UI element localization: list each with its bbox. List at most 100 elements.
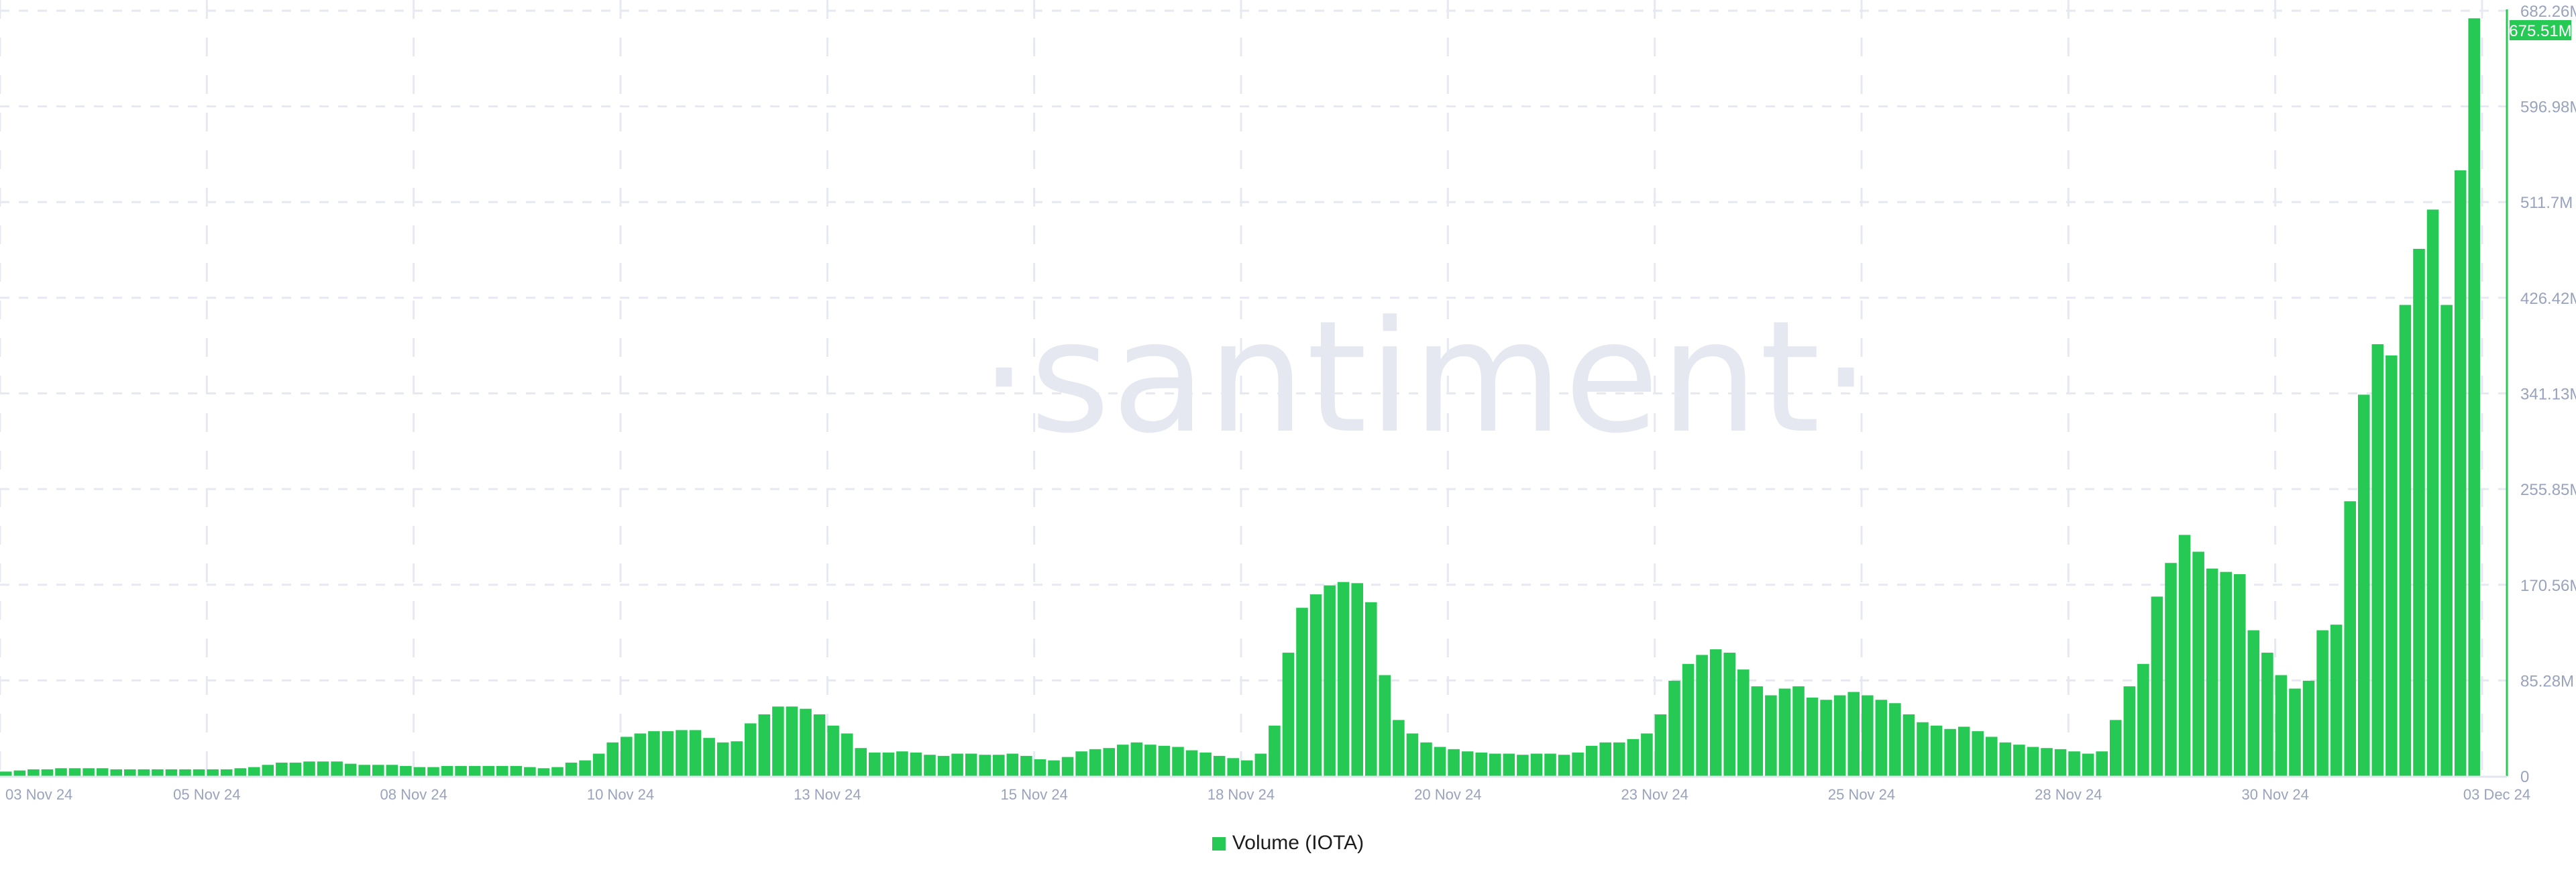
volume-bar	[1517, 755, 1529, 776]
volume-bar	[1875, 700, 1888, 776]
volume-bar	[1654, 714, 1667, 776]
volume-bar	[1820, 700, 1832, 776]
volume-bar	[262, 765, 274, 776]
volume-bar	[1351, 583, 1363, 776]
volume-bar	[951, 753, 963, 776]
volume-bar	[1986, 737, 1998, 776]
volume-bar	[2454, 170, 2467, 776]
volume-bar	[2426, 209, 2439, 776]
volume-bar	[2192, 551, 2204, 776]
volume-bar	[2027, 747, 2039, 776]
volume-bar	[1365, 602, 1377, 776]
volume-bar	[2013, 745, 2025, 776]
volume-bar	[565, 762, 578, 776]
volume-bar	[344, 763, 357, 776]
volume-bar	[234, 768, 246, 776]
volume-bar	[924, 755, 936, 776]
volume-bar	[1475, 752, 1487, 776]
volume-bar	[1061, 757, 1074, 776]
volume-bar	[2123, 686, 2136, 776]
volume-bar	[1296, 608, 1308, 776]
volume-bar	[1406, 733, 1419, 776]
volume-bar	[83, 768, 95, 776]
volume-bar	[606, 742, 619, 776]
volume-bar	[1254, 753, 1267, 776]
volume-bar	[689, 730, 702, 776]
volume-bar	[2385, 355, 2398, 776]
volume-bar	[468, 765, 481, 776]
volume-bar	[1972, 731, 1984, 776]
volume-bar	[1241, 760, 1253, 776]
volume-bar	[1572, 752, 1584, 776]
volume-bar	[2302, 680, 2315, 776]
volume-bar	[1020, 755, 1032, 776]
volume-bar	[2096, 751, 2108, 776]
volume-bar	[1503, 753, 1515, 776]
volume-bar	[13, 770, 26, 776]
volume-bar	[2358, 394, 2370, 776]
volume-bar	[2041, 748, 2053, 776]
volume-bar	[758, 714, 771, 776]
volume-bar	[455, 765, 467, 776]
last-value-label: 675.51M	[2509, 22, 2571, 40]
volume-bar	[496, 765, 508, 776]
x-axis: 03 Nov 24 05 Nov 24 08 Nov 24 10 Nov 24 13 N…	[0, 775, 2530, 803]
volume-bar	[2178, 535, 2191, 776]
volume-bar	[372, 765, 384, 776]
volume-bar	[716, 742, 729, 776]
volume-bar	[1999, 742, 2012, 776]
volume-bar	[2344, 501, 2356, 776]
volume-bar	[2054, 749, 2067, 776]
volume-bar	[2068, 751, 2080, 776]
volume-bar	[441, 765, 453, 776]
volume-bar	[648, 731, 660, 776]
x-tick-label: 05 Nov 24	[173, 786, 240, 803]
volume-bar	[2371, 344, 2384, 776]
volume-bar	[2082, 753, 2094, 776]
volume-bar	[96, 768, 109, 776]
volume-bar	[2261, 653, 2273, 776]
volume-bar	[386, 765, 398, 776]
y-tick-label: 511.7M	[2520, 194, 2573, 212]
volume-bar	[993, 755, 1005, 776]
volume-bar	[1765, 695, 1777, 776]
volume-bar	[427, 767, 439, 776]
volume-bar	[2330, 624, 2343, 776]
volume-bar	[2206, 568, 2218, 776]
volume-bar	[1269, 725, 1281, 776]
volume-bar	[703, 738, 715, 776]
volume-bar	[0, 771, 12, 776]
volume-bar	[910, 752, 922, 776]
legend[interactable]: Volume (IOTA)	[0, 832, 2576, 855]
volume-bar	[1420, 742, 1432, 776]
x-tick-label: 08 Nov 24	[380, 786, 447, 803]
volume-bar	[152, 769, 164, 776]
volume-bar	[1006, 753, 1019, 776]
volume-bar	[41, 769, 54, 776]
volume-bar	[110, 769, 122, 776]
x-tick-label: 15 Nov 24	[1001, 786, 1068, 803]
volume-bar	[1613, 742, 1625, 776]
last-value-badge	[2510, 20, 2571, 40]
volume-bar	[786, 706, 798, 776]
volume-bar	[165, 769, 178, 776]
volume-bar	[524, 767, 536, 776]
volume-bar	[482, 765, 494, 776]
volume-bar	[1737, 669, 1750, 776]
volume-bar	[1723, 653, 1735, 776]
y-tick-label: 170.56M	[2520, 577, 2576, 595]
volume-bar	[1034, 759, 1046, 776]
volume-bar	[276, 762, 288, 776]
volume-bar	[1709, 649, 1722, 776]
volume-bar	[1103, 748, 1115, 776]
volume-bar	[193, 769, 205, 776]
y-tick-label: 341.13M	[2520, 386, 2576, 404]
volume-bar	[634, 733, 647, 776]
x-tick-label: 10 Nov 24	[587, 786, 654, 803]
volume-bar	[1324, 585, 1336, 776]
volume-bar	[248, 767, 260, 776]
volume-bar	[772, 706, 784, 776]
volume-bar	[882, 752, 895, 776]
volume-bar	[621, 737, 633, 776]
